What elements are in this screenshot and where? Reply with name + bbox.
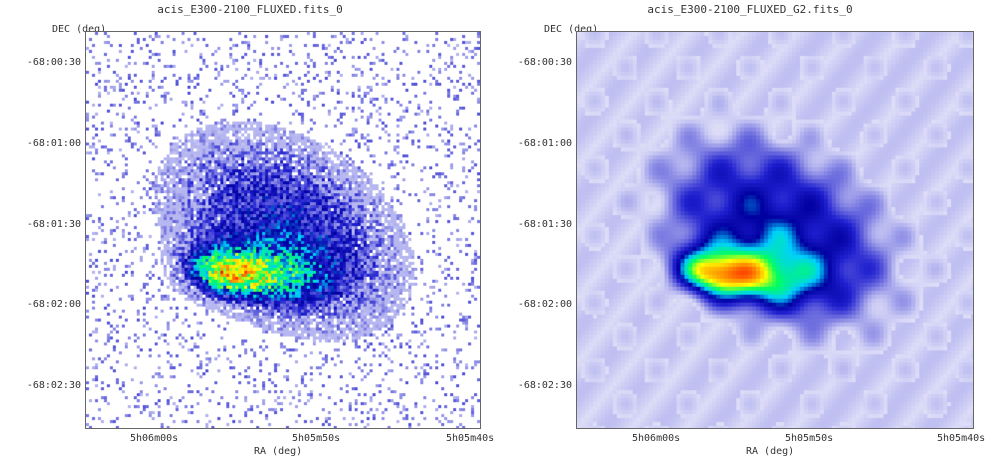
ra-axis-label: RA (deg)	[746, 446, 795, 457]
fits-image-raw[interactable]	[86, 32, 480, 428]
dec-axis-label: DEC (deg)	[544, 24, 599, 35]
x-tick-label: 5h05m50s	[785, 433, 834, 444]
y-tick-label: -68:00:30	[517, 57, 572, 68]
ra-axis-label: RA (deg)	[254, 446, 303, 457]
y-tick-label: -68:01:00	[517, 138, 572, 149]
fits-image-smoothed[interactable]	[577, 32, 973, 428]
y-tick-label: -68:01:00	[26, 138, 81, 149]
y-tick-label: -68:02:30	[517, 380, 572, 391]
y-tick-label: -68:02:00	[517, 299, 572, 310]
x-tick-label: 5h06m00s	[130, 433, 179, 444]
x-tick-label: 5h05m40s	[446, 433, 495, 444]
dec-axis-label: DEC (deg)	[52, 24, 107, 35]
x-tick-label: 5h05m50s	[292, 433, 341, 444]
image-panel-smoothed: acis_E300-2100_FLUXED_G2.fits_0 DEC (deg…	[500, 0, 1000, 466]
image-frame[interactable]	[576, 31, 974, 429]
y-tick-label: -68:02:00	[26, 299, 81, 310]
x-tick-label: 5h06m00s	[632, 433, 681, 444]
x-tick-label: 5h05m40s	[937, 433, 986, 444]
image-panel-raw: acis_E300-2100_FLUXED.fits_0 DEC (deg) -…	[26, 3, 495, 457]
y-tick-label: -68:01:30	[517, 219, 572, 230]
panel-title: acis_E300-2100_FLUXED_G2.fits_0	[647, 3, 853, 16]
y-tick-label: -68:01:30	[26, 219, 81, 230]
panel-title: acis_E300-2100_FLUXED.fits_0	[157, 3, 343, 16]
y-tick-label: -68:00:30	[26, 57, 81, 68]
image-frame[interactable]	[85, 31, 481, 429]
y-tick-label: -68:02:30	[26, 380, 81, 391]
